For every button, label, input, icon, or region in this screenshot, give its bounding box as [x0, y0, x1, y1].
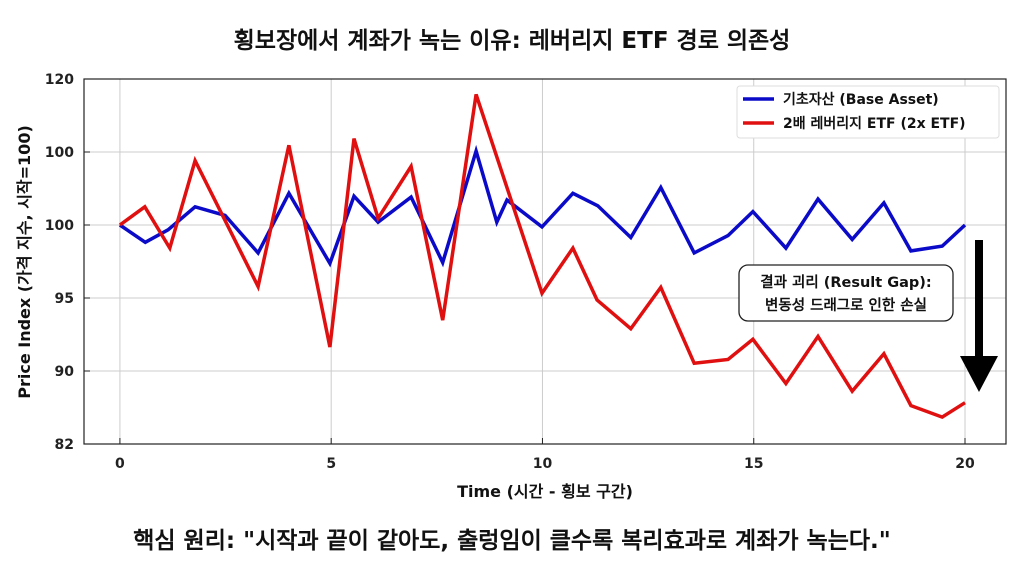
down-arrow-icon: [960, 240, 998, 392]
footer-text: 핵심 원리: "시작과 끝이 같아도, 출렁임이 클수록 복리효과로 계좌가 녹…: [133, 528, 891, 554]
chart-title: 횡보장에서 계좌가 녹는 이유: 레버리지 ETF 경로 의존성: [234, 28, 791, 54]
y-axis-label: Price Index (가격 지수, 시작=100): [15, 125, 34, 399]
y-tick-label: 90: [55, 364, 75, 380]
annotation: 결과 괴리 (Result Gap): 변동성 드래그로 인한 손실: [738, 264, 954, 322]
series-line-2x-etf: [118, 93, 966, 420]
x-tick-label: 10: [533, 456, 553, 472]
x-tick-label: 20: [955, 456, 975, 472]
x-tick-label: 15: [744, 456, 763, 472]
x-axis-label: Time (시간 - 횡보 구간): [457, 482, 633, 501]
series-lines: [118, 93, 967, 420]
y-tick-label: 95: [55, 291, 74, 307]
annotation-line-2: 변동성 드래그로 인한 손실: [765, 296, 927, 314]
y-ticks: 120 100 100 95 90 82: [45, 72, 90, 453]
legend-label-etf: 2배 레버리지 ETF (2x ETF): [783, 115, 966, 132]
y-tick-label: 120: [45, 72, 74, 88]
x-tick-label: 5: [326, 456, 336, 472]
legend-box: [736, 85, 1000, 139]
plot-area: [83, 78, 1007, 445]
y-tick-label: 82: [55, 437, 74, 453]
y-tick-label: 100: [45, 218, 74, 234]
series-line-base-asset: [118, 144, 967, 268]
x-ticks: 0 5 10 15 20: [115, 438, 975, 472]
annotation-box: [738, 264, 954, 322]
y-tick-label: 100: [45, 145, 74, 161]
annotation-line-1: 결과 괴리 (Result Gap):: [760, 273, 931, 291]
legend-label-base: 기초자산 (Base Asset): [783, 91, 939, 108]
x-tick-label: 0: [115, 456, 125, 472]
legend: 기초자산 (Base Asset) 2배 레버리지 ETF (2x ETF): [736, 85, 1000, 139]
